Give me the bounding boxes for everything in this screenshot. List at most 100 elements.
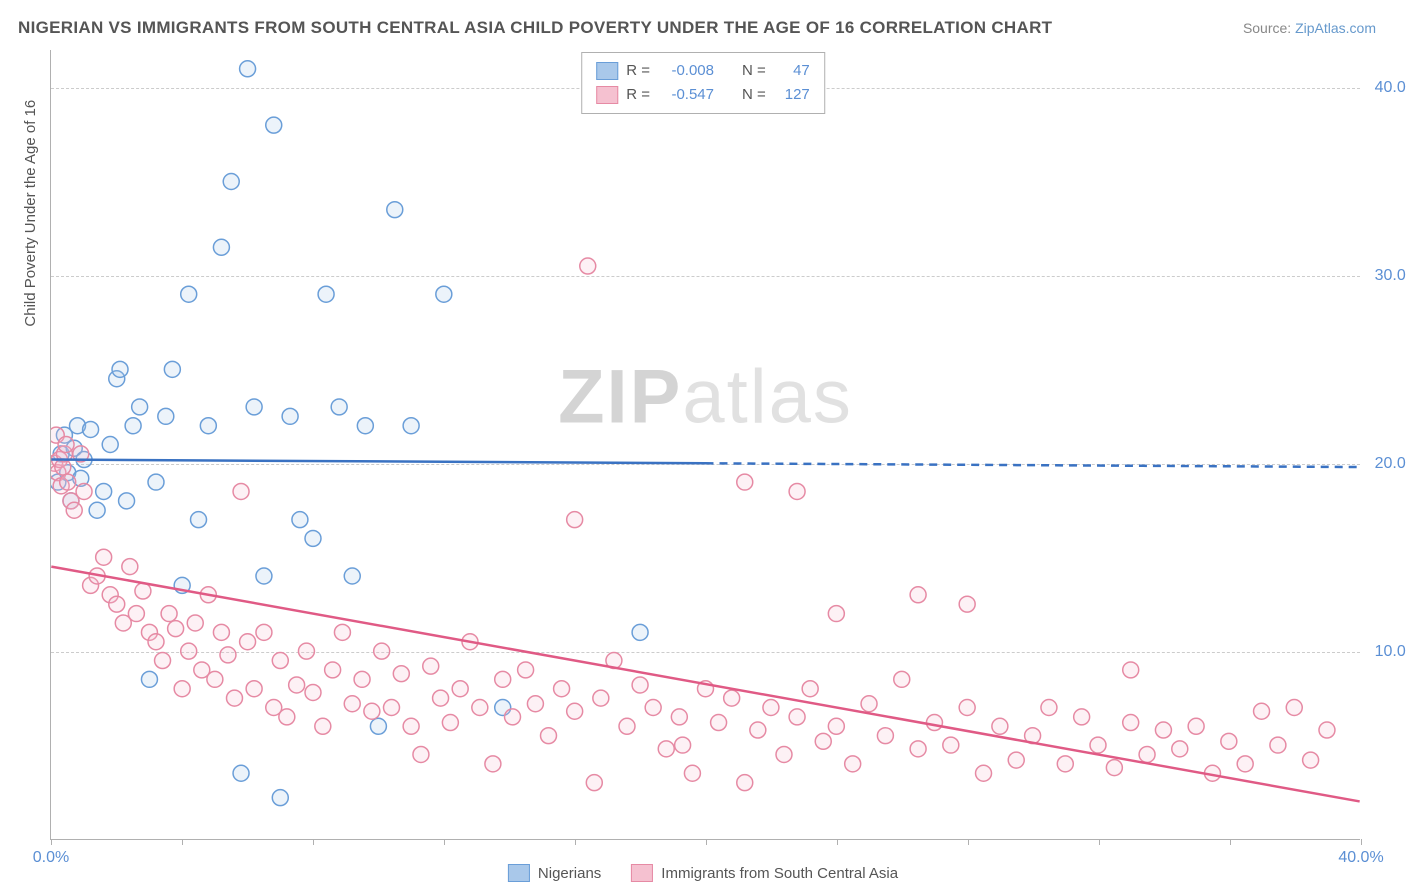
data-point (763, 700, 779, 716)
data-point (305, 530, 321, 546)
data-point (155, 653, 171, 669)
data-point (1286, 700, 1302, 716)
data-point (384, 700, 400, 716)
data-point (845, 756, 861, 772)
data-point (213, 239, 229, 255)
data-point (1057, 756, 1073, 772)
correlation-legend-row: R =-0.547N =127 (596, 83, 810, 107)
data-point (802, 681, 818, 697)
data-point (213, 624, 229, 640)
data-point (1123, 715, 1139, 731)
y-tick-label: 30.0% (1375, 267, 1406, 285)
r-value: -0.547 (658, 83, 714, 107)
data-point (1106, 760, 1122, 776)
data-point (1008, 752, 1024, 768)
source-link[interactable]: ZipAtlas.com (1295, 20, 1376, 36)
data-point (959, 700, 975, 716)
data-point (89, 502, 105, 518)
data-point (289, 677, 305, 693)
data-point (119, 493, 135, 509)
data-point (593, 690, 609, 706)
data-point (828, 606, 844, 622)
x-tick (837, 839, 838, 845)
data-point (207, 671, 223, 687)
data-point (181, 286, 197, 302)
data-point (976, 765, 992, 781)
data-point (282, 408, 298, 424)
data-point (240, 61, 256, 77)
data-point (66, 502, 82, 518)
r-value: -0.008 (658, 59, 714, 83)
source-attribution: Source: ZipAtlas.com (1243, 20, 1376, 36)
data-point (750, 722, 766, 738)
data-point (272, 653, 288, 669)
data-point (102, 437, 118, 453)
data-point (828, 718, 844, 734)
data-point (233, 483, 249, 499)
data-point (711, 715, 727, 731)
data-point (789, 483, 805, 499)
x-tick (706, 839, 707, 845)
x-tick (444, 839, 445, 845)
data-point (122, 559, 138, 575)
legend-swatch (631, 864, 653, 882)
series-legend-item: Nigerians (508, 864, 601, 882)
data-point (200, 418, 216, 434)
regression-line (51, 460, 705, 464)
data-point (495, 671, 511, 687)
legend-swatch (596, 62, 618, 80)
data-point (684, 765, 700, 781)
chart-plot-area: ZIPatlas 10.0%20.0%30.0%40.0%0.0%40.0% (50, 50, 1360, 840)
data-point (112, 361, 128, 377)
data-point (164, 361, 180, 377)
data-point (357, 418, 373, 434)
data-point (505, 709, 521, 725)
data-point (1090, 737, 1106, 753)
data-point (910, 587, 926, 603)
data-point (266, 117, 282, 133)
data-point (148, 634, 164, 650)
data-point (344, 568, 360, 584)
data-point (191, 512, 207, 528)
data-point (518, 662, 534, 678)
x-tick (182, 839, 183, 845)
data-point (96, 483, 112, 499)
data-point (187, 615, 203, 631)
data-point (789, 709, 805, 725)
x-tick-label: 0.0% (33, 849, 69, 867)
data-point (541, 728, 557, 744)
data-point (135, 583, 151, 599)
data-point (272, 790, 288, 806)
data-point (181, 643, 197, 659)
data-point (1074, 709, 1090, 725)
data-point (1221, 733, 1237, 749)
data-point (298, 643, 314, 659)
data-point (472, 700, 488, 716)
data-point (96, 549, 112, 565)
data-point (227, 690, 243, 706)
data-point (58, 437, 74, 453)
data-point (436, 286, 452, 302)
data-point (567, 703, 583, 719)
data-point (1303, 752, 1319, 768)
legend-swatch (508, 864, 530, 882)
data-point (1188, 718, 1204, 734)
data-point (632, 624, 648, 640)
data-point (370, 718, 386, 734)
data-point (452, 681, 468, 697)
data-point (527, 696, 543, 712)
data-point (959, 596, 975, 612)
data-point (877, 728, 893, 744)
data-point (83, 421, 99, 437)
data-point (1139, 746, 1155, 762)
data-point (125, 418, 141, 434)
data-point (776, 746, 792, 762)
regression-line-extrapolated (706, 463, 1360, 467)
x-tick (51, 839, 52, 845)
data-point (305, 684, 321, 700)
data-point (387, 202, 403, 218)
data-point (354, 671, 370, 687)
correlation-legend: R =-0.008N =47R =-0.547N =127 (581, 52, 825, 114)
data-point (423, 658, 439, 674)
data-point (128, 606, 144, 622)
